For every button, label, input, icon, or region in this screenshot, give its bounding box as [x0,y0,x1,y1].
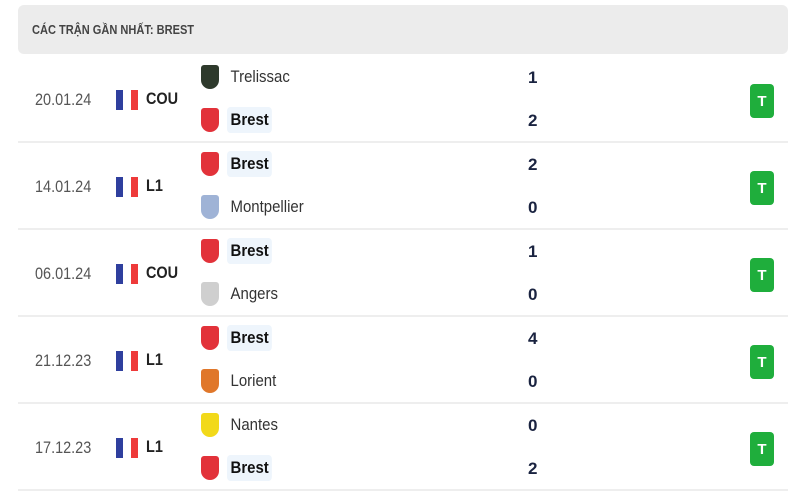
lorient-crest-icon [201,369,219,393]
angers-crest-icon [201,282,219,306]
match-date: 20.01.24 [35,90,92,109]
team-name[interactable]: Angers [230,284,278,303]
away-score: 0 [528,372,538,391]
match-row[interactable]: 20.01.24 COU Trelissac Brest 1 2 T [18,56,788,143]
away-score: 0 [528,198,538,217]
away-score: 2 [528,459,538,478]
result-badge: T [750,258,774,292]
team-name[interactable]: Brest [227,238,273,264]
section-title: CÁC TRẬN GẦN NHẤT: BREST [32,22,195,37]
team-home[interactable]: Brest [201,236,278,266]
team-name[interactable]: Brest [227,107,273,133]
competition[interactable]: L1 [146,437,163,456]
france-flag-icon [116,438,138,458]
section-header: CÁC TRẬN GẦN NHẤT: BREST [18,5,788,54]
home-score: 4 [528,329,538,348]
competition[interactable]: L1 [146,350,163,369]
montpellier-crest-icon [201,195,219,219]
brest-crest-icon [201,239,219,263]
competition[interactable]: L1 [146,176,163,195]
team-away[interactable]: Montpellier [201,192,318,222]
home-score: 0 [528,416,538,435]
team-away[interactable]: Angers [201,279,289,309]
match-row[interactable]: 14.01.24 L1 Brest Montpellier 2 0 T [18,143,788,230]
brest-crest-icon [201,108,219,132]
home-score: 1 [528,242,538,261]
nantes-crest-icon [201,413,219,437]
away-score: 2 [528,111,538,130]
match-row[interactable]: 17.12.23 L1 Nantes Brest 0 2 T [18,404,788,491]
team-home[interactable]: Brest [201,149,278,179]
match-row[interactable]: 21.12.23 L1 Brest Lorient 4 0 T [18,317,788,404]
france-flag-icon [116,177,138,197]
match-date: 06.01.24 [35,264,92,283]
france-flag-icon [116,351,138,371]
team-home[interactable]: Brest [201,323,278,353]
team-away[interactable]: Lorient [201,366,287,396]
brest-crest-icon [201,456,219,480]
team-name[interactable]: Montpellier [230,197,304,216]
team-name[interactable]: Lorient [230,371,277,390]
result-badge: T [750,345,774,379]
team-away[interactable]: Brest [201,105,278,135]
match-row[interactable]: 06.01.24 COU Brest Angers 1 0 T [18,230,788,317]
brest-crest-icon [201,152,219,176]
competition[interactable]: COU [146,89,179,108]
brest-crest-icon [201,326,219,350]
france-flag-icon [116,264,138,284]
away-score: 0 [528,285,538,304]
match-date: 14.01.24 [35,177,92,196]
team-name[interactable]: Brest [227,325,273,351]
trelissac-crest-icon [201,65,219,89]
competition[interactable]: COU [146,263,179,282]
team-home[interactable]: Trelissac [201,62,302,92]
team-name[interactable]: Nantes [230,415,278,434]
home-score: 1 [528,68,538,87]
france-flag-icon [116,90,138,110]
team-away[interactable]: Brest [201,453,278,483]
result-badge: T [750,84,774,118]
team-name[interactable]: Brest [227,151,273,177]
result-badge: T [750,432,774,466]
home-score: 2 [528,155,538,174]
result-badge: T [750,171,774,205]
team-name[interactable]: Trelissac [230,67,290,86]
match-date: 17.12.23 [35,438,92,457]
match-date: 21.12.23 [35,351,92,370]
team-name[interactable]: Brest [227,455,273,481]
team-home[interactable]: Nantes [201,410,289,440]
